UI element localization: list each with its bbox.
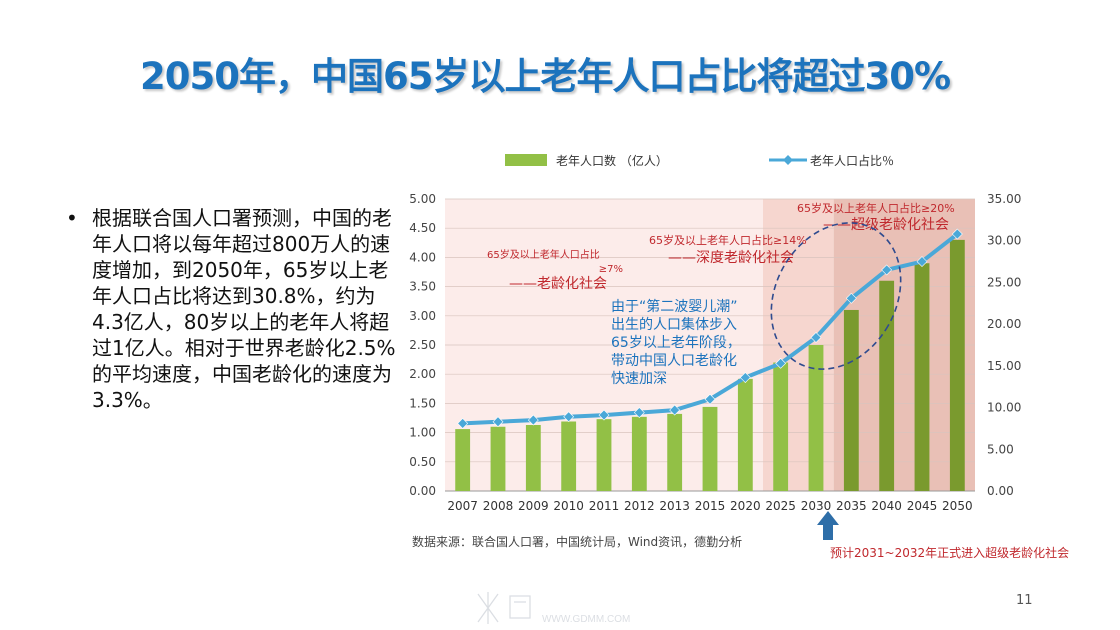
- annotation-line-1: 由于“第二波婴儿潮”: [611, 298, 738, 315]
- share-point-2008: [492, 416, 504, 428]
- zone3-label-line1: 65岁及以上老年人口占比≥20%: [797, 201, 955, 215]
- x-tick-2011: 2011: [589, 499, 620, 513]
- y-right-tick: 10.00: [987, 401, 1021, 415]
- y-right-tick: 15.00: [987, 359, 1021, 373]
- y-left-tick: 3.50: [409, 280, 436, 294]
- share-point-2009: [527, 414, 539, 426]
- x-tick-2050: 2050: [942, 499, 973, 513]
- bar-2030: [808, 345, 824, 491]
- share-point-2045: [916, 256, 928, 267]
- x-tick-2035: 2035: [836, 499, 867, 513]
- x-tick-2013: 2013: [659, 499, 690, 513]
- y-left-tick: 4.00: [409, 250, 436, 264]
- y-left-tick: 1.00: [409, 426, 436, 440]
- line-layer: [457, 228, 963, 429]
- bar-2011: [596, 419, 612, 491]
- x-tick-2025: 2025: [765, 499, 796, 513]
- zone1-label-line3: ——老龄化社会: [509, 276, 607, 292]
- share-point-2015: [704, 393, 716, 405]
- y-right-tick: 0.00: [987, 484, 1014, 498]
- share-point-2035: [845, 292, 857, 304]
- share-point-2010: [563, 411, 575, 423]
- y-left-tick: 3.00: [409, 309, 436, 323]
- y-left-tick: 2.00: [409, 367, 436, 381]
- page-number: 11: [1016, 593, 1033, 608]
- legend-line-marker-icon: [783, 155, 793, 165]
- legend-bar-label: 老年人口数 （亿人）: [556, 153, 668, 168]
- y-right-tick: 35.00: [987, 192, 1021, 206]
- y-left-tick: 0.00: [409, 484, 436, 498]
- zone3-label-line2: ——超级老龄化社会: [823, 217, 949, 233]
- arrow-note: 预计2031~2032年正式进入超级老龄化社会: [830, 545, 1069, 560]
- bar-2040: [879, 280, 895, 491]
- bar-2050: [949, 239, 965, 491]
- y-left-tick: 2.50: [409, 338, 436, 352]
- annotation-line-5: 快速加深: [611, 371, 667, 387]
- y-right-tick: 20.00: [987, 317, 1021, 331]
- annotation-layer: 65岁及以上老年人口占比 ≥7%——老龄化社会 65岁及以上老年人口占比≥14% ——…: [412, 201, 1069, 560]
- x-tick-2010: 2010: [553, 499, 584, 513]
- x-tick-2009: 2009: [518, 499, 549, 513]
- bars-layer: [455, 239, 965, 491]
- axes-layer: 0.00 0.50 1.00 1.50 2.00 2.50 3.00 3.50 4.00 4.50…: [409, 192, 1021, 513]
- annotation-line-4: 带动中国人口老龄化: [611, 353, 737, 369]
- bar-2035: [843, 309, 859, 491]
- watermark-logo-icon: [477, 592, 531, 624]
- zone1-label-line2: ≥7%: [599, 264, 623, 275]
- y-right-tick: 25.00: [987, 275, 1021, 289]
- legend-bar-swatch: [505, 154, 547, 166]
- share-point-2040: [881, 264, 893, 276]
- x-tick-2012: 2012: [624, 499, 655, 513]
- bar-2025: [773, 362, 789, 491]
- bar-2009: [525, 425, 541, 491]
- x-tick-2007: 2007: [447, 499, 478, 513]
- bullet-dot-icon: •: [66, 206, 78, 230]
- y-left-tick: 1.50: [409, 396, 436, 410]
- x-tick-2020: 2020: [730, 499, 761, 513]
- y-right-tick: 5.00: [987, 442, 1014, 456]
- slide-title: 2050年，中国65岁以上老年人口占比将超过30%: [139, 55, 951, 98]
- share-point-2012: [633, 407, 645, 419]
- share-point-2013: [669, 404, 681, 416]
- x-tick-2015: 2015: [695, 499, 726, 513]
- share-point-2030: [810, 332, 822, 343]
- share-point-2025: [775, 357, 787, 369]
- up-arrow-icon: [817, 511, 839, 540]
- source-note: 数据来源：联合国人口署，中国统计局，Wind资讯，德勤分析: [412, 534, 742, 549]
- bar-2020: [737, 378, 753, 491]
- bar-2007: [455, 429, 471, 491]
- highlight-ellipse: [770, 222, 902, 370]
- annotation-line-3: 65岁以上老年阶段，: [611, 335, 741, 351]
- watermark-logo: WWW.GDMM.COM: [477, 592, 630, 625]
- share-point-2007: [457, 417, 469, 429]
- bar-2015: [702, 406, 718, 491]
- zone2-label-line1: 65岁及以上老年人口占比≥14%: [649, 233, 807, 247]
- x-tick-2030: 2030: [801, 499, 832, 513]
- y-left-tick: 4.50: [409, 221, 436, 235]
- x-tick-2040: 2040: [871, 499, 902, 513]
- bar-2008: [490, 426, 506, 491]
- y-left-tick: 0.50: [409, 455, 436, 469]
- x-tick-2008: 2008: [483, 499, 514, 513]
- y-left-tick: 5.00: [409, 192, 436, 206]
- x-tick-2045: 2045: [907, 499, 938, 513]
- share-point-2050: [951, 228, 963, 240]
- legend-layer: 老年人口数 （亿人） 老年人口占比％: [505, 153, 894, 168]
- zone2-label-line2: ——深度老龄化社会: [668, 250, 794, 266]
- bullet-paragraph: • 根据联合国人口署预测，中国的老年人口将以每年超过800万人的速度增加，到20…: [66, 205, 406, 413]
- share-point-2011: [598, 409, 610, 421]
- bar-2013: [667, 413, 683, 491]
- bullet-text: 根据联合国人口署预测，中国的老年人口将以每年超过800万人的速度增加，到2050…: [92, 206, 396, 412]
- bar-2012: [631, 416, 647, 491]
- bar-2010: [561, 421, 577, 491]
- share-point-2020: [739, 372, 751, 383]
- bar-2045: [914, 263, 930, 491]
- y-right-tick: 30.00: [987, 234, 1021, 248]
- annotation-line-2: 出生的人口集体步入: [611, 316, 737, 333]
- zone1-label-line1: 65岁及以上老年人口占比: [487, 248, 600, 261]
- legend-line-label: 老年人口占比％: [810, 153, 894, 168]
- watermark-text: WWW.GDMM.COM: [542, 614, 630, 625]
